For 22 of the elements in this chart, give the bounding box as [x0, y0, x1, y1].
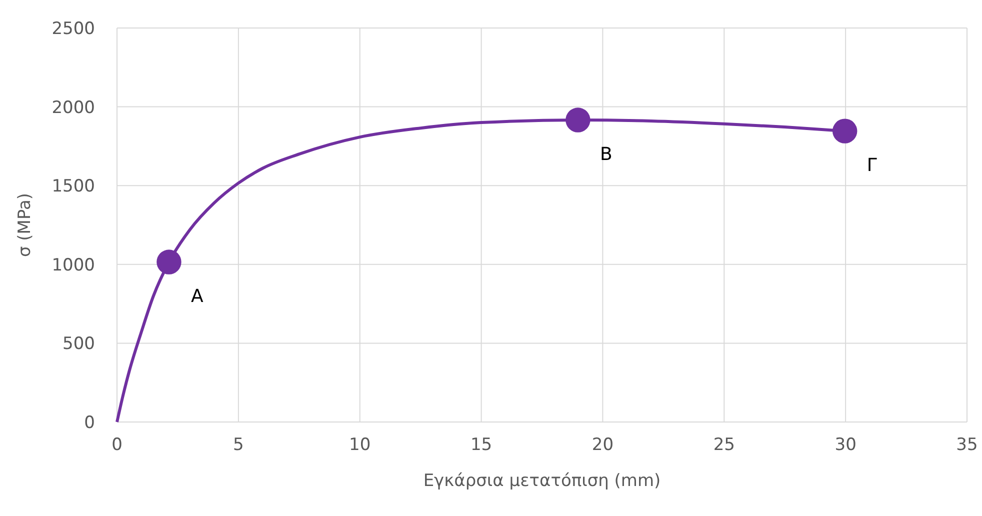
x-tick-label: 25: [713, 435, 735, 455]
y-tick-label: 1500: [52, 176, 95, 197]
x-axis-title: Εγκάρσια μετατόπιση (mm): [423, 471, 661, 491]
x-tick-label: 30: [834, 435, 856, 455]
y-axis-title: σ (MPa): [15, 192, 35, 258]
x-tick-label: 35: [956, 435, 978, 455]
point: [566, 108, 590, 132]
y-tick-label: 500: [62, 334, 95, 354]
annotation: Γ: [866, 155, 877, 176]
y-tick-label: 2000: [52, 98, 95, 118]
annotation: Β: [600, 144, 612, 166]
x-tick-label: 0: [112, 435, 122, 455]
x-tick-label: 20: [592, 435, 614, 455]
x-tick-label: 5: [233, 435, 244, 455]
point: [832, 118, 858, 144]
x-tick-label: 15: [470, 435, 492, 455]
y-tick-label: 2500: [52, 19, 95, 39]
y-tick-label: 1000: [52, 255, 95, 276]
annotation: Α: [190, 286, 204, 308]
y-tick-label: 0: [84, 413, 95, 433]
x-tick-label: 10: [349, 435, 371, 455]
point: [156, 250, 182, 274]
